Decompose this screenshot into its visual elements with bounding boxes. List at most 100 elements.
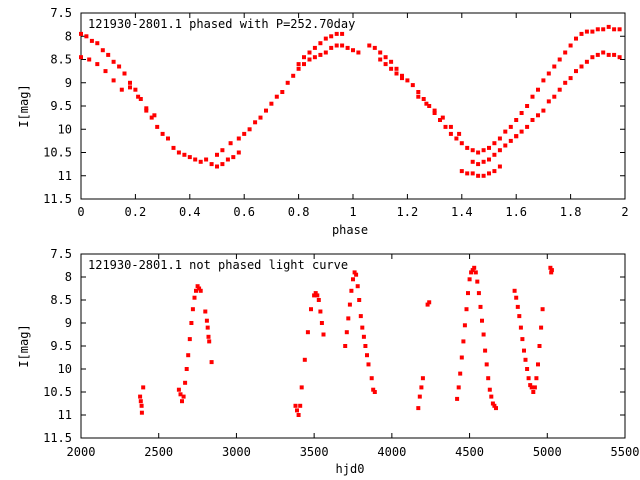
data-point <box>563 80 568 85</box>
data-point <box>361 334 366 339</box>
data-point <box>356 50 361 55</box>
data-point <box>420 376 425 381</box>
data-point <box>465 145 470 150</box>
data-point <box>601 50 606 55</box>
data-point <box>318 309 323 314</box>
data-point <box>475 279 480 284</box>
data-point <box>312 55 317 60</box>
data-point <box>487 145 491 150</box>
data-point <box>215 152 219 157</box>
data-point <box>349 288 354 293</box>
data-point <box>497 148 502 153</box>
data-point <box>187 155 192 160</box>
data-point <box>514 118 519 122</box>
data-point <box>269 101 274 106</box>
y-tick-label: 9 <box>65 76 72 90</box>
data-point <box>530 94 535 99</box>
data-point <box>242 131 247 136</box>
data-point <box>536 87 540 92</box>
data-point <box>601 27 606 32</box>
data-point <box>79 55 83 60</box>
data-point <box>476 162 481 167</box>
data-point <box>312 293 317 298</box>
data-point <box>492 169 497 174</box>
x-tick-label: 4500 <box>455 445 484 459</box>
data-point <box>247 127 252 132</box>
data-point <box>228 141 233 146</box>
data-point <box>197 286 202 291</box>
data-point <box>534 376 539 381</box>
data-point <box>139 403 144 408</box>
y-tick-label: 7.5 <box>50 247 72 261</box>
data-point <box>367 43 372 48</box>
data-point <box>574 69 578 74</box>
data-point <box>539 325 544 330</box>
data-point <box>606 24 611 29</box>
data-point <box>141 385 146 390</box>
data-point <box>372 45 377 50</box>
data-point <box>508 138 513 143</box>
axis-ticks: 2000 2500 3000 3500 4000 4500 5000 5500 7.5 8 8.5 9… <box>43 247 639 459</box>
data-point <box>209 360 214 365</box>
data-point <box>144 106 149 111</box>
data-point <box>355 284 360 289</box>
data-point <box>133 87 138 92</box>
data-point <box>568 43 573 48</box>
data-point <box>584 59 589 64</box>
data-point <box>345 45 350 50</box>
data-point <box>307 50 312 55</box>
data-point <box>432 108 437 113</box>
data-point <box>552 64 557 69</box>
data-point <box>470 148 475 153</box>
y-tick-label: 8.5 <box>50 293 72 307</box>
data-point <box>139 410 144 415</box>
data-point <box>552 94 557 99</box>
data-point <box>537 344 542 348</box>
data-point <box>389 59 394 64</box>
data-point <box>236 150 241 155</box>
data-point <box>299 385 304 390</box>
data-point <box>487 157 491 162</box>
y-tick-label: 11 <box>58 408 72 422</box>
data-point <box>181 394 186 399</box>
x-tick-label: 0.6 <box>233 205 255 219</box>
data-point <box>487 171 491 176</box>
data-point <box>160 131 165 136</box>
data-point <box>574 36 578 41</box>
data-point <box>128 85 132 90</box>
data-point <box>459 169 464 174</box>
data-point <box>106 52 111 57</box>
y-tick-label: 10 <box>58 122 72 136</box>
x-tick-label: 1.4 <box>451 205 473 219</box>
x-tick-label: 3500 <box>300 445 329 459</box>
data-point <box>438 118 442 122</box>
data-point <box>204 157 209 162</box>
data-point <box>541 78 546 83</box>
data-point <box>497 136 502 141</box>
data-point <box>548 265 553 270</box>
data-point <box>557 87 562 92</box>
data-point <box>448 131 453 136</box>
data-point <box>136 94 141 99</box>
data-point <box>462 323 467 328</box>
data-point <box>313 291 318 296</box>
data-point <box>455 396 460 401</box>
data-point <box>419 385 424 390</box>
y-tick-label: 9.5 <box>50 99 72 113</box>
data-point <box>517 314 522 319</box>
data-point <box>205 325 210 330</box>
data-point <box>416 406 421 411</box>
data-point <box>522 348 526 353</box>
data-point <box>476 291 481 296</box>
data-point <box>302 357 307 362</box>
data-point <box>454 136 459 141</box>
data-point <box>508 124 513 129</box>
x-tick-label: 5500 <box>611 445 640 459</box>
data-point <box>503 129 508 134</box>
data-point <box>203 309 208 314</box>
data-point <box>352 270 357 275</box>
data-point <box>343 344 348 348</box>
data-point <box>394 66 399 71</box>
data-point <box>183 380 188 385</box>
